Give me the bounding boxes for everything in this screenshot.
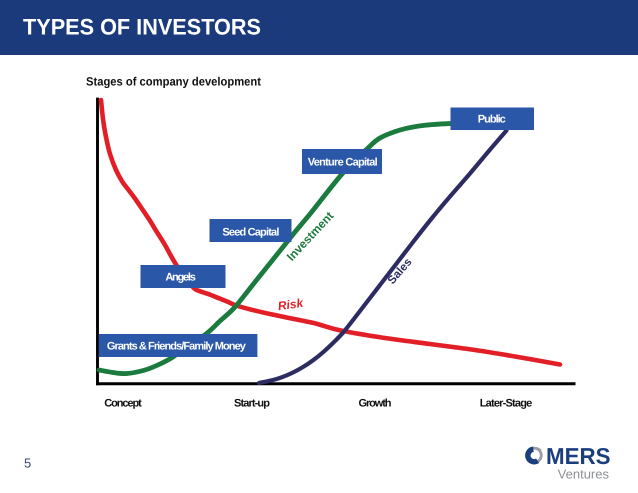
svg-text:Growth: Growth <box>359 397 392 409</box>
svg-text:Start-up: Start-up <box>234 397 270 409</box>
svg-text:Stages of company development: Stages of company development <box>86 74 261 88</box>
svg-text:Ventures: Ventures <box>558 467 610 482</box>
svg-text:Venture Capital: Venture Capital <box>308 157 378 169</box>
svg-text:Angels: Angels <box>165 272 196 284</box>
svg-text:TYPES OF INVESTORS: TYPES OF INVESTORS <box>23 15 261 40</box>
svg-text:Grants & Friends/Family Money: Grants & Friends/Family Money <box>107 341 247 353</box>
svg-text:Concept: Concept <box>104 397 142 409</box>
svg-text:Seed Capital: Seed Capital <box>222 227 279 239</box>
svg-text:MERS: MERS <box>546 443 611 469</box>
svg-text:5: 5 <box>24 456 31 471</box>
svg-text:Public: Public <box>478 114 506 126</box>
svg-text:Later-Stage: Later-Stage <box>480 397 533 409</box>
svg-text:Risk: Risk <box>277 296 305 314</box>
